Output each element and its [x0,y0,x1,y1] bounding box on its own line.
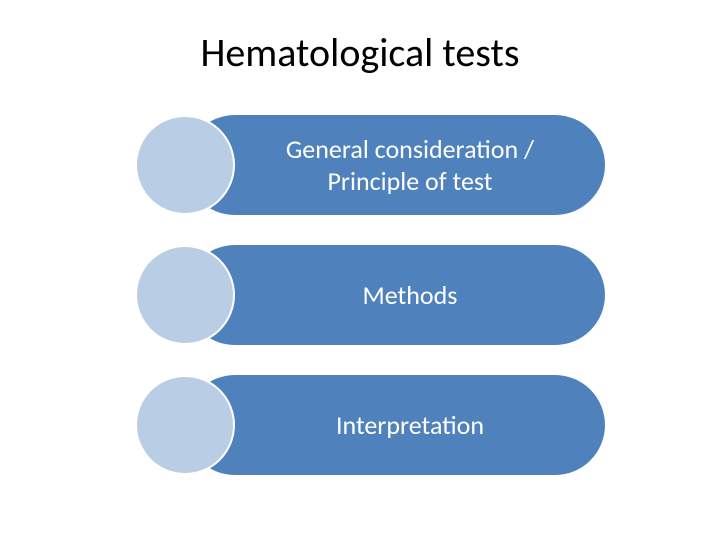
item-bar-1: General consideration / Principle of tes… [185,115,605,215]
item-circle-3 [135,375,235,475]
item-circle-2 [135,245,235,345]
list-item: General consideration / Principle of tes… [135,115,605,215]
page-title: Hematological tests [0,28,720,77]
item-bar-3: Interpretation [185,375,605,475]
item-label: General consideration / Principle of tes… [240,133,580,198]
list-item: Methods [135,245,605,345]
slide: Hematological tests General consideratio… [0,0,720,540]
list-item: Interpretation [135,375,605,475]
diagram-list: General consideration / Principle of tes… [135,115,605,505]
item-circle-1 [135,115,235,215]
item-label: Methods [363,279,458,312]
item-label: Interpretation [336,409,484,442]
item-bar-2: Methods [185,245,605,345]
